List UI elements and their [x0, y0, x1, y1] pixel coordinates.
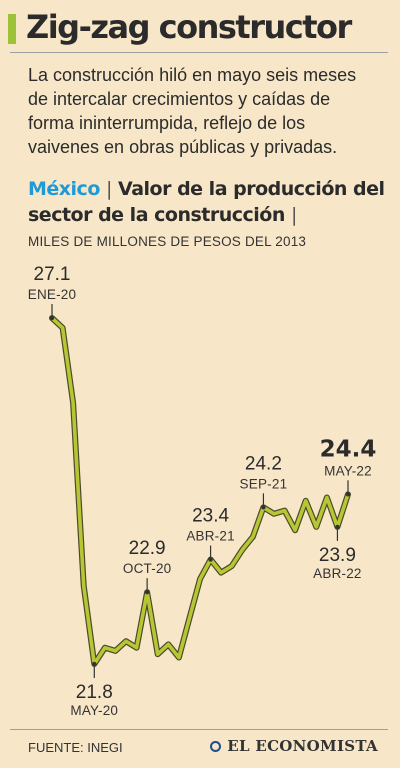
title-accent-bar: [8, 14, 16, 44]
brand-mark-icon: [210, 740, 222, 752]
series-line: [50, 316, 350, 666]
data-label: 23.9: [319, 545, 356, 566]
data-label: 24.2: [245, 453, 282, 474]
annotation-point: [345, 492, 351, 497]
annotation-point: [92, 661, 97, 667]
data-label: 23.4: [192, 506, 229, 527]
chart-heading: México | Valor de la producción del sect…: [28, 176, 388, 228]
date-label: MAY-22: [324, 463, 372, 478]
chart-region: México: [28, 178, 100, 200]
header-divider: [10, 52, 388, 53]
annotation-point: [49, 315, 55, 321]
brand-name: EL ECONOMISTA: [227, 737, 378, 755]
annotation-point: [335, 524, 340, 530]
date-label: ENE-20: [28, 287, 76, 302]
brand-logo: EL ECONOMISTA: [210, 737, 378, 755]
data-label: 24.4: [320, 436, 377, 462]
date-label: ABR-22: [313, 566, 361, 581]
source-note: FUENTE: INEGI: [28, 740, 123, 755]
annotation-point: [208, 557, 213, 562]
date-label: ABR-21: [186, 529, 234, 544]
heading-trailing-separator: |: [291, 204, 297, 226]
lede-paragraph: La construcción hiló en mayo seis meses …: [28, 65, 357, 157]
annotation-point: [261, 505, 266, 510]
data-label: 22.9: [129, 538, 166, 559]
date-label: MAY-20: [70, 703, 118, 718]
data-label: 27.1: [34, 264, 71, 285]
annotation-point: [144, 589, 150, 595]
heading-separator: |: [106, 178, 112, 200]
data-label: 21.8: [76, 682, 113, 703]
footer-divider: [10, 729, 388, 730]
series-line-outline: [49, 315, 351, 667]
chart-units: MILES DE MILLONES DE PESOS DEL 2013: [28, 234, 307, 249]
chart-title: Valor de la producción del sector de la …: [28, 178, 385, 226]
date-label: OCT-20: [123, 561, 171, 576]
page-title: Zig-zag constructor: [26, 8, 352, 46]
date-label: SEP-21: [240, 476, 288, 491]
